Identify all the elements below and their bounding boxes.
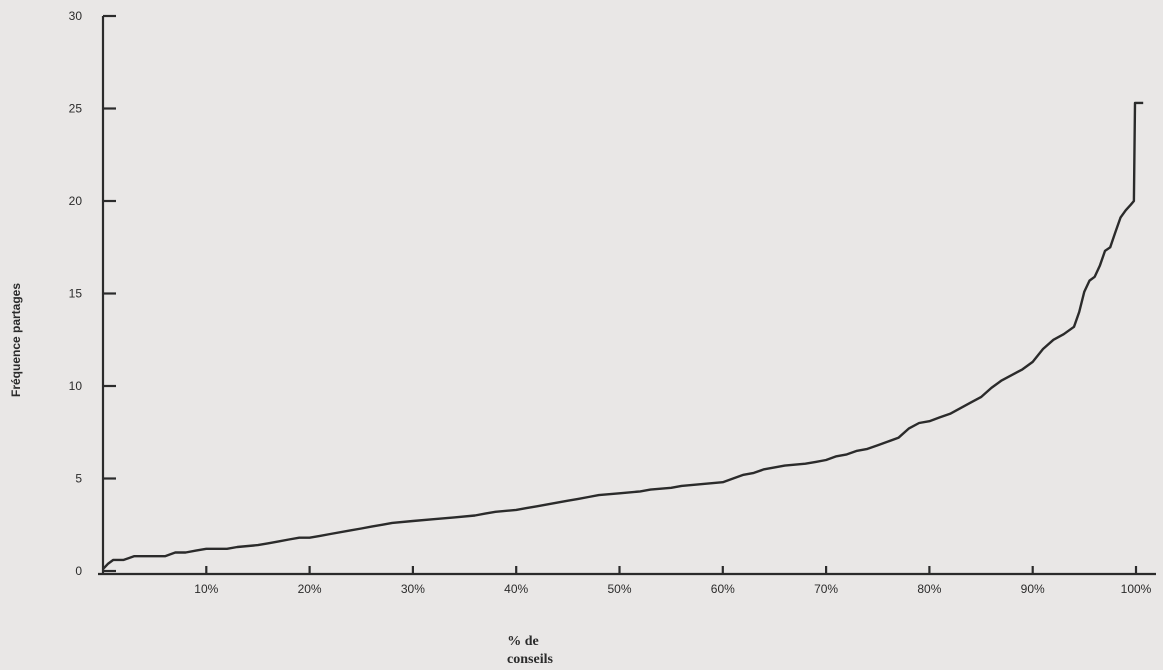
x-tick-label: 30%	[401, 582, 425, 596]
x-axis-title-line-1: % de	[507, 634, 539, 649]
y-axis-title: Fréquence partages	[9, 283, 23, 397]
y-tick-label: 10	[69, 379, 83, 393]
x-tick-label: 100%	[1121, 582, 1152, 596]
x-tick-label: 20%	[298, 582, 322, 596]
y-tick-label: 25	[69, 102, 83, 116]
y-axis: 0 5 10 15 20 25 30	[69, 9, 116, 578]
x-tick-label: 60%	[711, 582, 735, 596]
y-tick-label: 20	[69, 194, 83, 208]
series-layer	[102, 101, 1144, 570]
x-tick-label: 70%	[814, 582, 838, 596]
x-tick-label: 40%	[504, 582, 528, 596]
x-tick-label: 50%	[607, 582, 631, 596]
y-tick-label: 5	[75, 472, 82, 486]
y-tick-label: 15	[69, 287, 83, 301]
x-axis-title-line-2: conseils	[507, 652, 553, 667]
y-tick-label: 0	[75, 564, 82, 578]
x-tick-label: 10%	[194, 582, 218, 596]
x-axis: 10% 20% 30% 40% 50% 60% 70% 80% 90% 100%	[98, 566, 1156, 596]
x-tick-label: 90%	[1021, 582, 1045, 596]
y-tick-label: 30	[69, 9, 83, 23]
x-tick-label: 80%	[917, 582, 941, 596]
series-line-0	[102, 101, 1144, 570]
